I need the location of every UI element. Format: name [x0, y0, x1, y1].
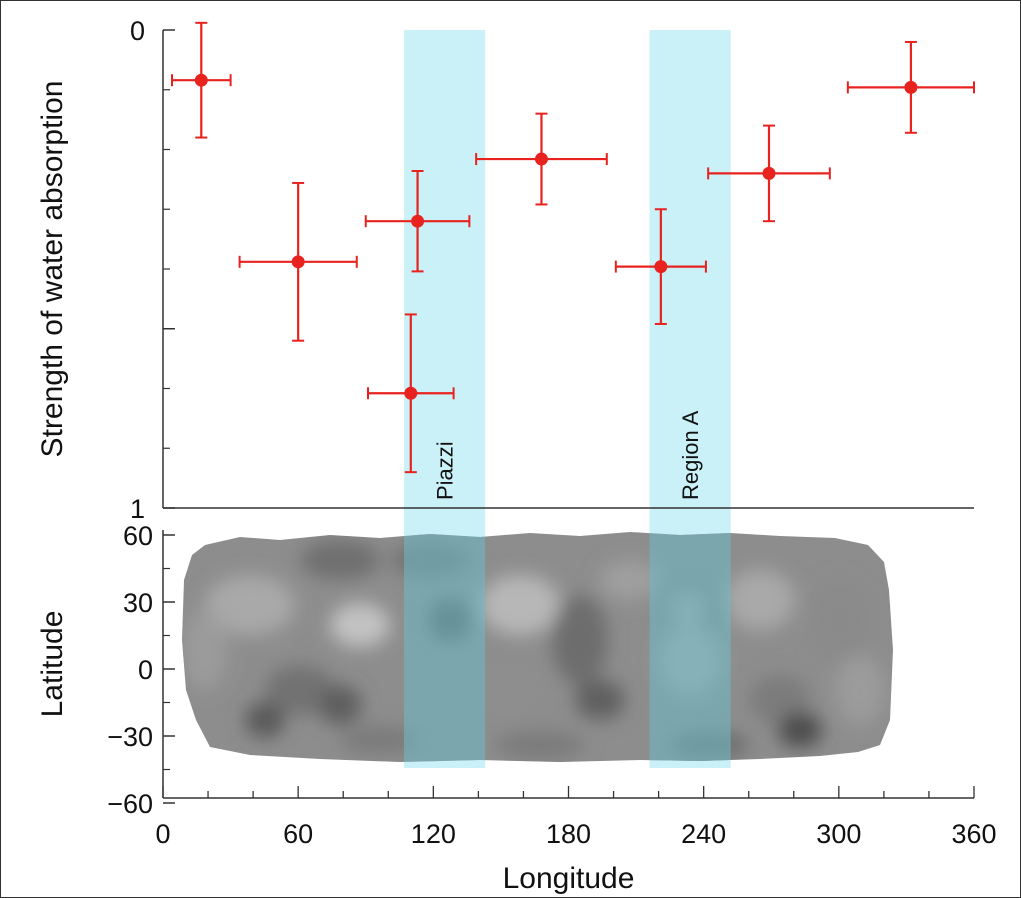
marker: [404, 386, 418, 400]
marker: [904, 80, 918, 94]
chart-labels: Piazzi Region A: [433, 410, 704, 500]
band-label-2: Region A: [678, 410, 703, 500]
data-point-1: [171, 21, 232, 139]
data-point-8: [846, 40, 975, 134]
band-label-1: Piazzi: [433, 441, 458, 500]
data-point-2: [238, 181, 358, 342]
lat-tick-label-3: −30: [107, 722, 153, 752]
lon-tick-label-6: 360: [951, 819, 996, 849]
lat-tick-label-4: −60: [107, 789, 153, 819]
map-band-1: [404, 532, 486, 762]
marker: [654, 260, 668, 274]
marker: [411, 214, 425, 228]
data-point-7: [707, 124, 831, 223]
lon-tick-label-5: 300: [816, 819, 861, 849]
lon-tick-label-1: 60: [283, 819, 313, 849]
lon-tick-label-2: 120: [411, 819, 456, 849]
marker: [194, 73, 208, 87]
marker: [762, 166, 776, 180]
data-point-6: [614, 208, 707, 325]
marker: [534, 152, 548, 166]
bottom-y-axis-title: Latitude: [36, 611, 69, 718]
x-axis-title: Longitude: [503, 862, 635, 895]
lat-tick-label-0: 60: [123, 521, 153, 551]
top-y-tick-label-1: 1: [130, 494, 145, 524]
top-y-tick-label-0: 0: [130, 16, 145, 46]
lat-tick-label-1: 30: [123, 588, 153, 618]
top-y-axis-title: Strength of water absorption: [36, 81, 69, 458]
data-points: [171, 21, 975, 474]
latitude-longitude-map: [182, 532, 893, 762]
data-point-4: [367, 313, 455, 474]
lon-tick-label-4: 240: [681, 819, 726, 849]
marker: [291, 255, 305, 269]
map-band-2: [649, 532, 731, 762]
lon-tick-label-3: 180: [546, 819, 591, 849]
lat-tick-label-2: 0: [138, 655, 153, 685]
top-panel-axes: 0 1 Strength of water absorption: [36, 16, 974, 524]
data-point-5: [475, 112, 608, 206]
data-point-3: [364, 170, 471, 273]
lon-tick-label-0: 0: [155, 819, 170, 849]
